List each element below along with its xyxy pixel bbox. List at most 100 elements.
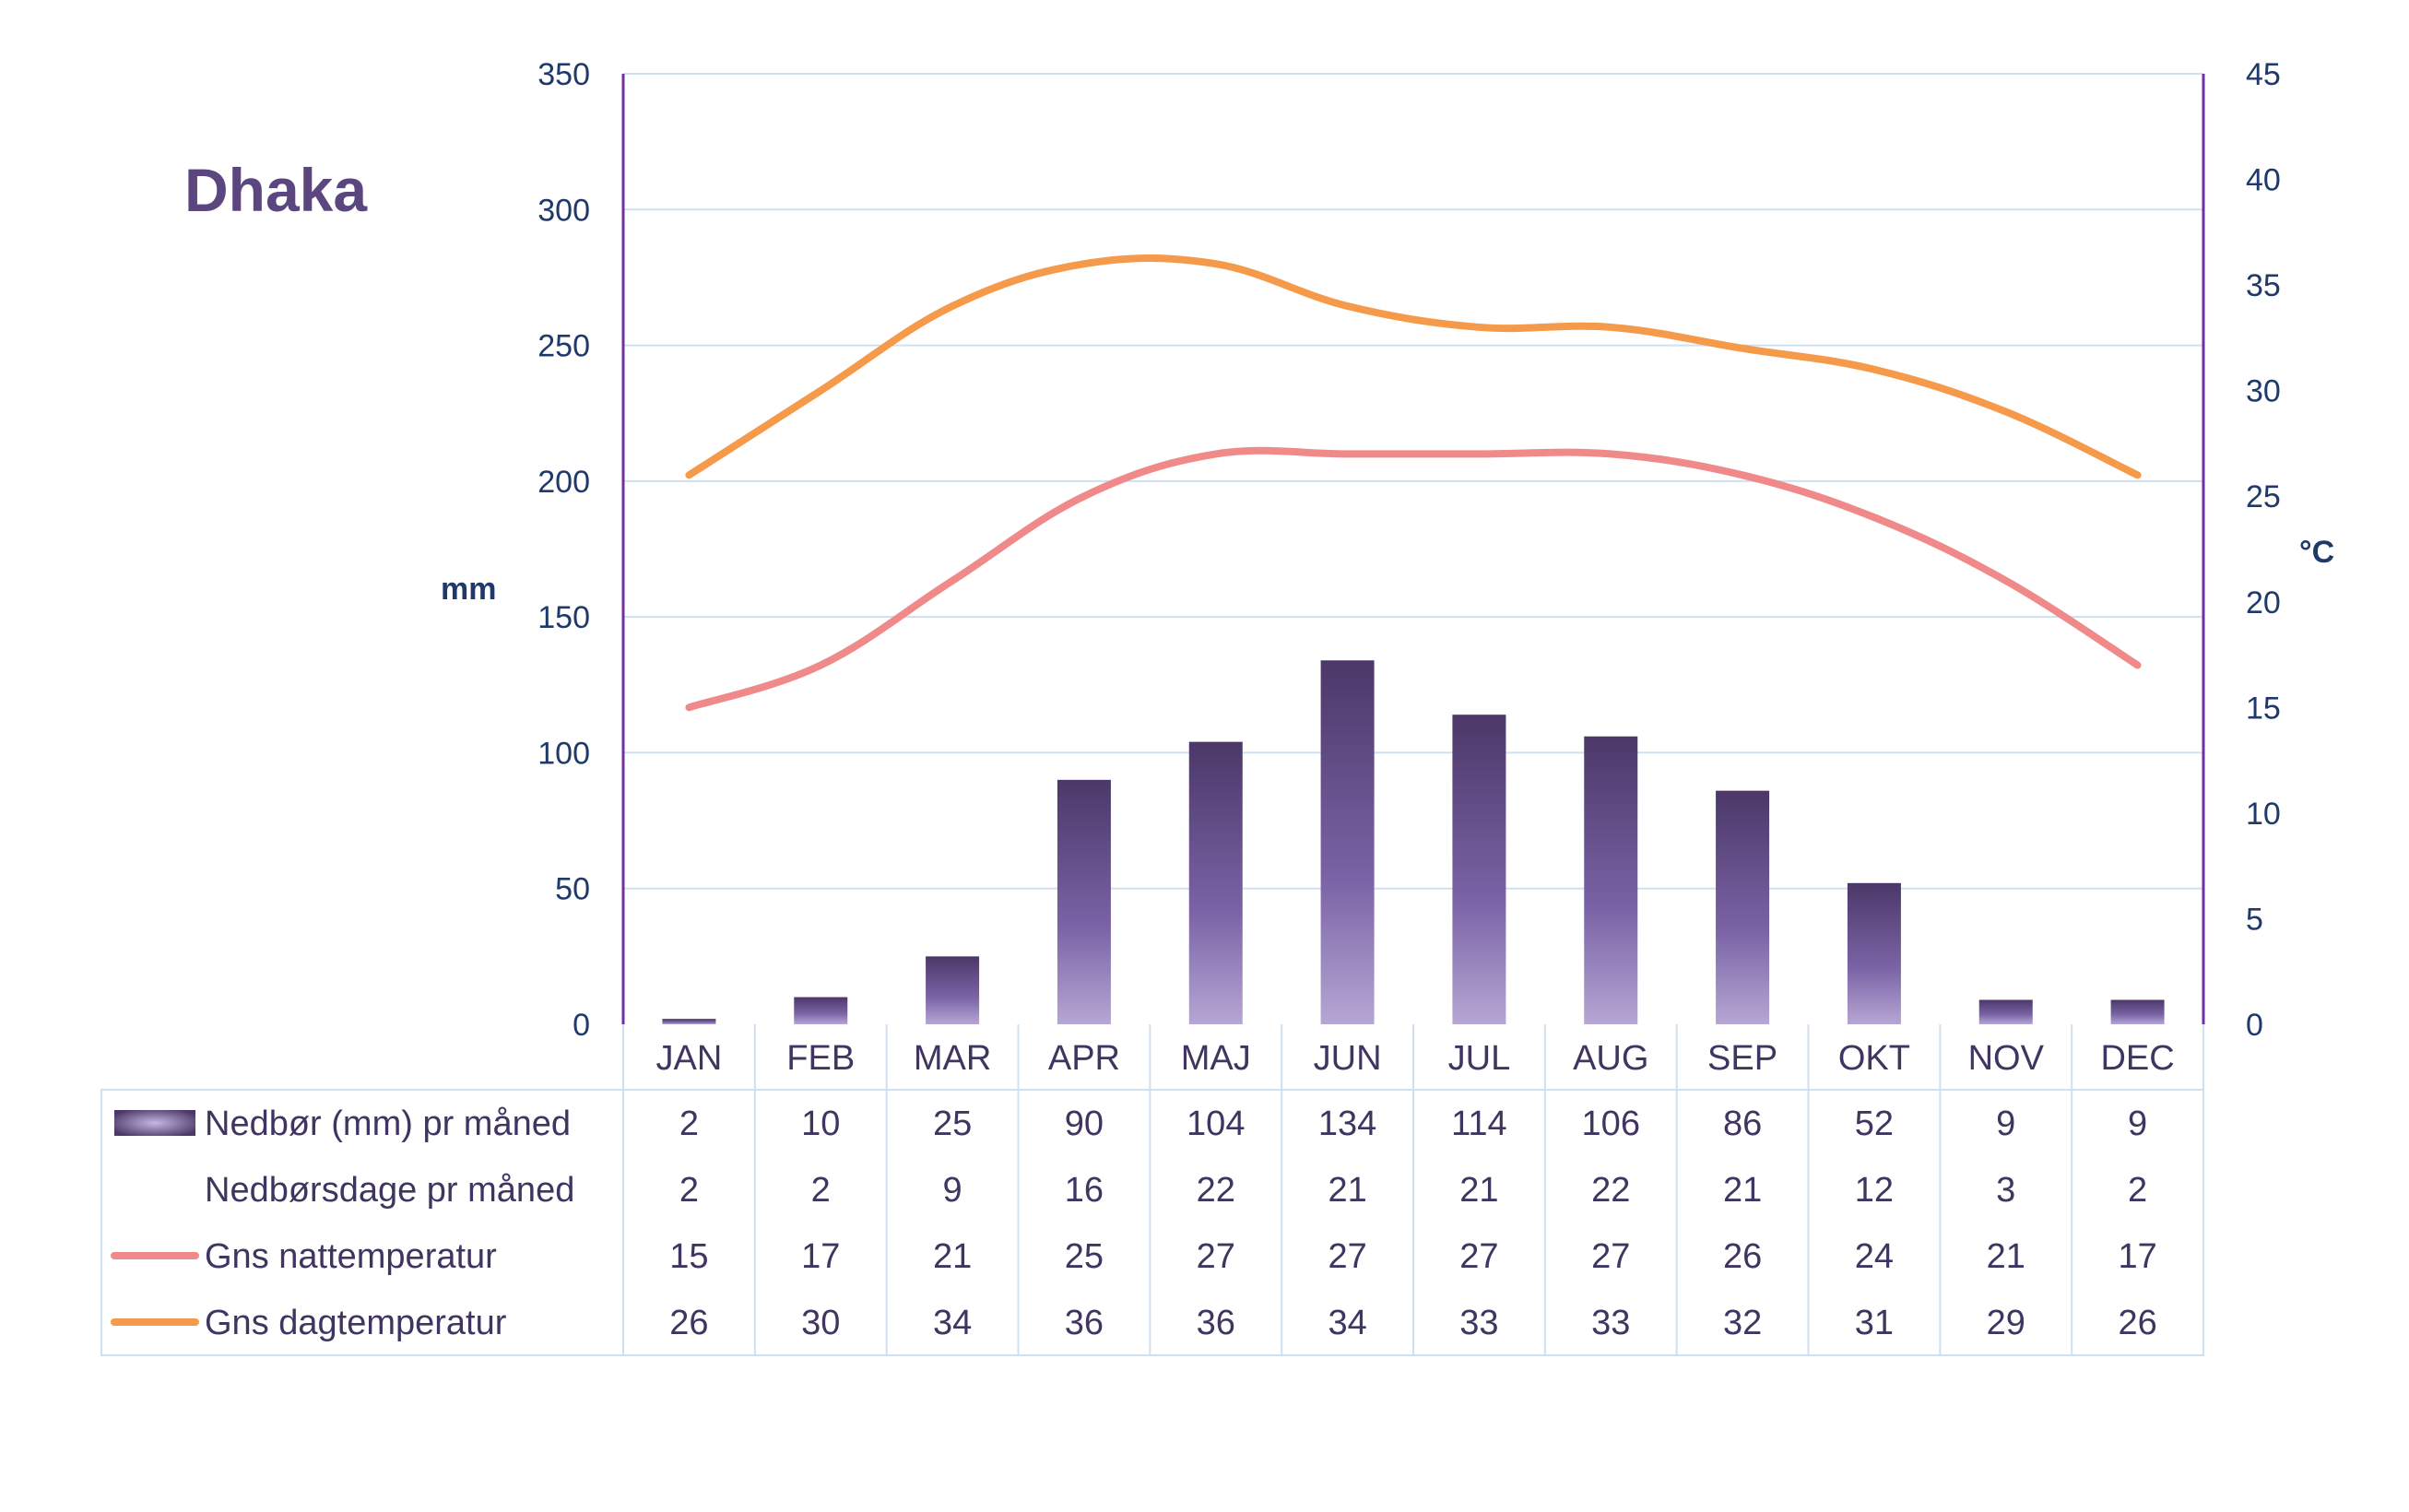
table-cell: 26 bbox=[2118, 1304, 2156, 1342]
left-tick-label: 100 bbox=[537, 736, 590, 771]
table-cell: 21 bbox=[933, 1237, 972, 1276]
precip-bar bbox=[794, 997, 848, 1024]
table-cell: 36 bbox=[1197, 1304, 1235, 1342]
right-tick-label: 40 bbox=[2246, 163, 2281, 198]
table-cell: 114 bbox=[1451, 1104, 1507, 1143]
table-cell: 33 bbox=[1459, 1304, 1498, 1342]
month-label: FEB bbox=[786, 1039, 855, 1078]
month-label: AUG bbox=[1573, 1039, 1648, 1078]
lines bbox=[685, 254, 2142, 712]
table-cell: 27 bbox=[1328, 1237, 1366, 1276]
table-cell: 25 bbox=[1065, 1237, 1104, 1276]
precip-bar bbox=[662, 1019, 716, 1024]
table-cell: 10 bbox=[801, 1104, 840, 1143]
month-label: NOV bbox=[1968, 1039, 2045, 1078]
left-tick-label: 50 bbox=[555, 872, 590, 907]
table-cell: 34 bbox=[1328, 1304, 1366, 1342]
left-tick-label: 350 bbox=[537, 57, 590, 92]
table-cell: 31 bbox=[1855, 1304, 1894, 1342]
table-cell: 2 bbox=[679, 1171, 699, 1210]
month-label: JAN bbox=[656, 1039, 723, 1078]
table-cell: 36 bbox=[1065, 1304, 1104, 1342]
precip-bar bbox=[1188, 741, 1243, 1024]
precip-bar bbox=[1847, 882, 1901, 1024]
right-tick-label: 0 bbox=[2246, 1008, 2263, 1043]
table-cell: 134 bbox=[1318, 1104, 1376, 1143]
right-tick-label: 45 bbox=[2246, 57, 2281, 92]
table-cell: 9 bbox=[1996, 1104, 2015, 1143]
table-cell: 52 bbox=[1855, 1104, 1894, 1143]
precip-bar bbox=[1978, 999, 2033, 1024]
table-cell: 2 bbox=[811, 1171, 831, 1210]
data-table: JAN FEB MAR APR MAJ JUN JUL AUG SEP OKT NOV DEC Nedb… bbox=[100, 1024, 2204, 1356]
legend-bar-swatch bbox=[114, 1110, 195, 1136]
right-tick-label: 10 bbox=[2246, 797, 2281, 832]
day-temp-line bbox=[685, 254, 2142, 479]
row-label: Nedbørsdage pr måned bbox=[205, 1171, 574, 1210]
table-cell: 12 bbox=[1855, 1171, 1894, 1210]
month-label: OKT bbox=[1838, 1039, 1910, 1078]
table-cell: 21 bbox=[1723, 1171, 1762, 1210]
table-cell: 21 bbox=[1328, 1171, 1366, 1210]
table-cell: 104 bbox=[1187, 1104, 1245, 1143]
table-cell: 16 bbox=[1065, 1171, 1104, 1210]
table-cell: 21 bbox=[1459, 1171, 1498, 1210]
right-tick-label: 5 bbox=[2246, 902, 2263, 937]
table-cell: 9 bbox=[943, 1171, 962, 1210]
table-cell: 27 bbox=[1591, 1237, 1630, 1276]
table-cell: 106 bbox=[1582, 1104, 1640, 1143]
table-cell: 25 bbox=[933, 1104, 972, 1143]
left-tick-label: 250 bbox=[537, 329, 590, 364]
row-label: Nedbør (mm) pr måned bbox=[205, 1104, 571, 1143]
table-cell: 86 bbox=[1723, 1104, 1762, 1143]
night-temp-line bbox=[685, 446, 2142, 712]
table-cell: 33 bbox=[1591, 1304, 1630, 1342]
row-label: Gns dagtemperatur bbox=[205, 1304, 507, 1342]
precip-bar bbox=[1320, 660, 1375, 1024]
right-axis-unit: °C bbox=[2299, 535, 2335, 570]
axes: 0 50 100 150 200 250 300 350 0 5 10 15 20 25 30 35 40 45 bbox=[537, 57, 2281, 1043]
table-cell: 30 bbox=[801, 1304, 840, 1342]
right-tick-label: 15 bbox=[2246, 691, 2281, 726]
table-cell: 27 bbox=[1459, 1237, 1498, 1276]
month-label: JUL bbox=[1448, 1039, 1511, 1078]
table-cell: 2 bbox=[2128, 1171, 2147, 1210]
precip-bar bbox=[1057, 779, 1111, 1024]
table-cell: 2 bbox=[679, 1104, 699, 1143]
month-label: SEP bbox=[1707, 1039, 1777, 1078]
precip-bar bbox=[926, 956, 980, 1024]
table-cell: 90 bbox=[1065, 1104, 1104, 1143]
month-label: DEC bbox=[2100, 1039, 2174, 1078]
table-cell: 26 bbox=[1723, 1237, 1762, 1276]
table-cell: 17 bbox=[2118, 1237, 2156, 1276]
grid bbox=[623, 73, 2203, 890]
table-cell: 34 bbox=[933, 1304, 972, 1342]
precip-bar bbox=[2110, 999, 2165, 1024]
table-cell: 21 bbox=[1987, 1237, 2025, 1276]
table-cell: 17 bbox=[801, 1237, 840, 1276]
left-tick-label: 200 bbox=[537, 465, 590, 500]
table-cell: 15 bbox=[669, 1237, 708, 1276]
table-cell: 9 bbox=[2128, 1104, 2147, 1143]
left-tick-label: 150 bbox=[537, 600, 590, 635]
right-tick-label: 25 bbox=[2246, 479, 2281, 514]
table-cell: 24 bbox=[1855, 1237, 1894, 1276]
table-cell: 22 bbox=[1591, 1171, 1630, 1210]
month-label: MAR bbox=[914, 1039, 991, 1078]
row-label: Gns nattemperatur bbox=[205, 1237, 497, 1276]
table-cell: 32 bbox=[1723, 1304, 1762, 1342]
left-tick-label: 300 bbox=[537, 193, 590, 228]
right-tick-label: 30 bbox=[2246, 374, 2281, 409]
table-cell: 22 bbox=[1197, 1171, 1235, 1210]
precip-bar bbox=[1452, 715, 1506, 1024]
month-label: JUN bbox=[1314, 1039, 1382, 1078]
table-cell: 3 bbox=[1996, 1171, 2015, 1210]
table-cell: 26 bbox=[669, 1304, 708, 1342]
left-axis-unit: mm bbox=[441, 572, 497, 607]
table-cell: 29 bbox=[1987, 1304, 2025, 1342]
chart-title: Dhaka bbox=[184, 156, 368, 224]
precip-bar bbox=[1716, 790, 1770, 1024]
month-label: APR bbox=[1048, 1039, 1120, 1078]
right-tick-label: 20 bbox=[2246, 585, 2281, 620]
